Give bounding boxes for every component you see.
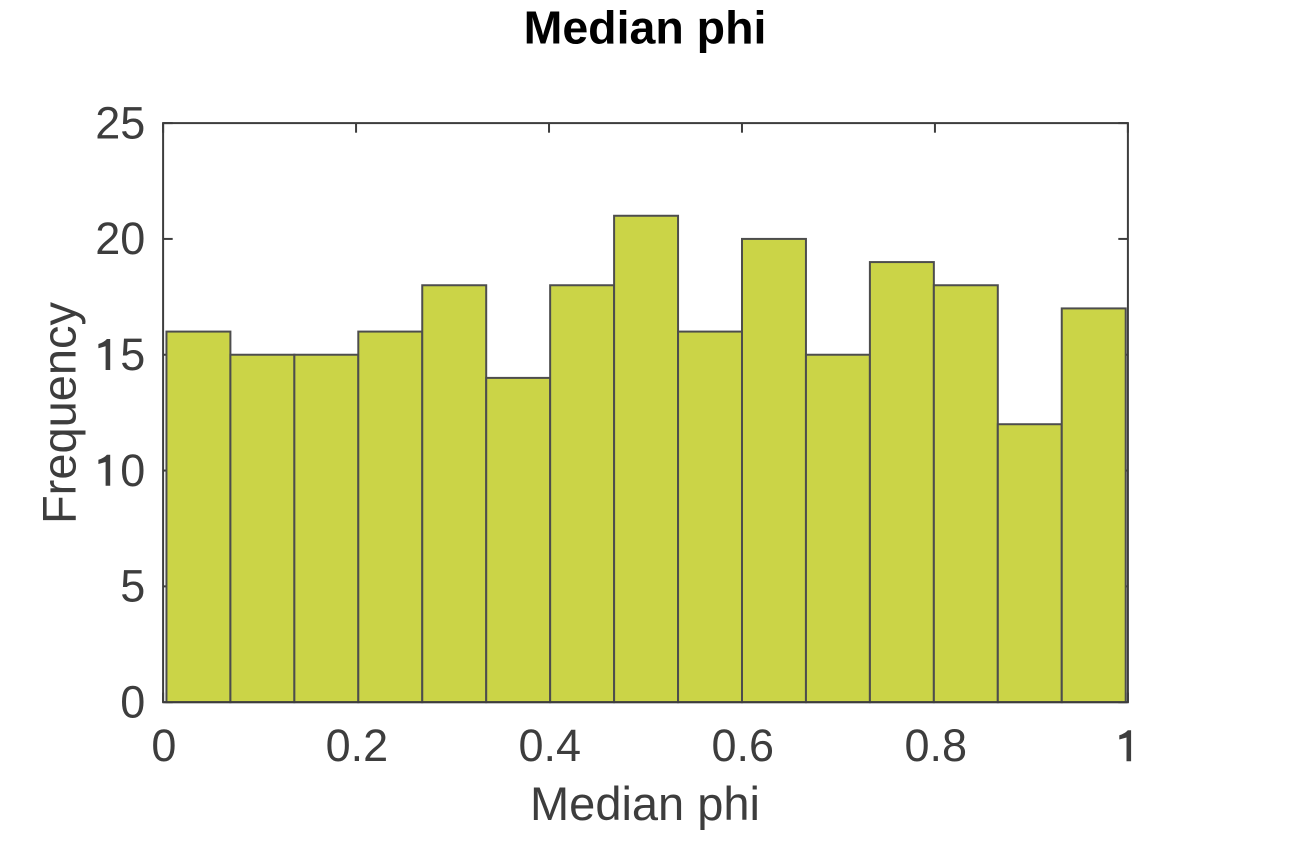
svg-text:0: 0 bbox=[120, 445, 145, 496]
svg-text:0.4: 0.4 bbox=[519, 720, 582, 771]
svg-text:0.2: 0.2 bbox=[326, 720, 389, 771]
svg-text:0: 0 bbox=[120, 676, 145, 727]
svg-text:0.8: 0.8 bbox=[904, 720, 967, 771]
svg-text:0.6: 0.6 bbox=[711, 720, 774, 771]
svg-text:5: 5 bbox=[120, 329, 145, 380]
svg-text:Median phi: Median phi bbox=[524, 2, 767, 54]
svg-text:5: 5 bbox=[120, 561, 145, 612]
svg-text:Median phi: Median phi bbox=[530, 777, 760, 830]
svg-text:0: 0 bbox=[151, 720, 176, 771]
svg-text:25: 25 bbox=[95, 97, 145, 148]
svg-text:20: 20 bbox=[95, 213, 145, 264]
svg-text:Frequency: Frequency bbox=[33, 301, 86, 524]
